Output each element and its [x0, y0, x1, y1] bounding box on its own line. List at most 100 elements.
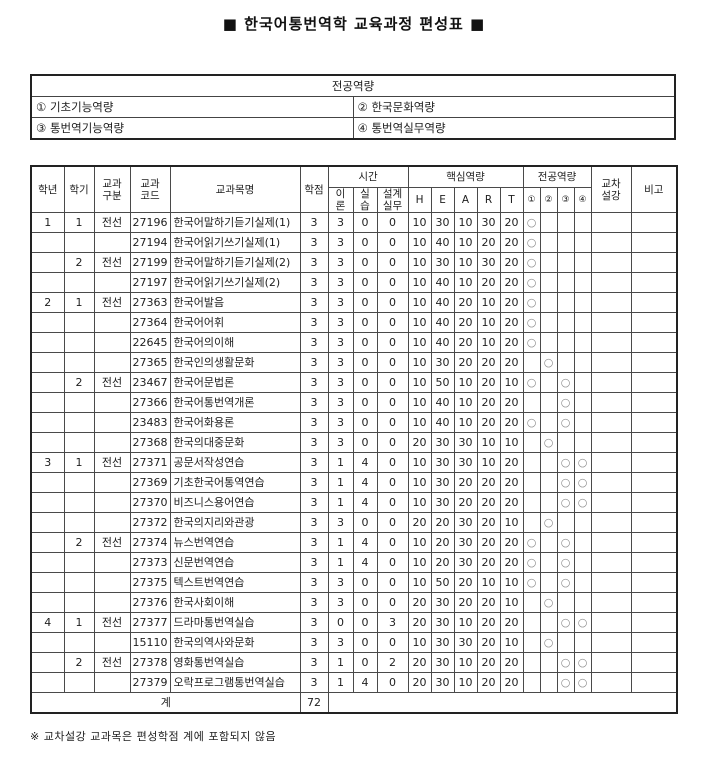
- cell-m2: ○: [539, 512, 558, 534]
- cell-credit: 3: [299, 352, 329, 374]
- cell-h: 10: [407, 372, 432, 394]
- cell-h: 10: [407, 392, 432, 414]
- cell-code: 27369: [129, 472, 171, 494]
- page-title: ■ 한국어통번역학 교육과정 편성표 ■: [222, 15, 486, 33]
- cell-year: [30, 332, 65, 354]
- total-empty-cell: [327, 692, 678, 714]
- cell-cross: [590, 432, 632, 454]
- cell-a: 30: [453, 432, 478, 454]
- cell-prac: 0: [352, 332, 378, 354]
- cell-sem: [63, 492, 95, 514]
- total-label: 계: [30, 692, 301, 714]
- cell-h: 10: [407, 212, 432, 234]
- cell-a: 10: [453, 232, 478, 254]
- cell-design: 2: [376, 652, 409, 674]
- cell-h: 10: [407, 492, 432, 514]
- cell-design: 0: [376, 412, 409, 434]
- cell-r: 20: [476, 232, 501, 254]
- cell-design: 0: [376, 492, 409, 514]
- cell-cross: [590, 232, 632, 254]
- cell-code: 27374: [129, 532, 171, 554]
- table-row: 1 1 전선 27196 한국어말하기듣기실제(1) 3 3 0 0 10 30 10 30 20 ○: [30, 212, 678, 234]
- cell-h: 20: [407, 432, 432, 454]
- cell-year: [30, 532, 65, 554]
- cell-t: 10: [499, 432, 524, 454]
- cell-e: 30: [430, 352, 455, 374]
- table-row: ③ 통번역기능역량 ④ 통번역실무역량: [30, 117, 676, 140]
- cell-m1: ○: [522, 232, 541, 254]
- col-header-theory: 이 론: [327, 186, 354, 214]
- cell-t: 20: [499, 312, 524, 334]
- cell-prac: 0: [352, 272, 378, 294]
- cell-a: 30: [453, 532, 478, 554]
- cell-note: [630, 252, 678, 274]
- cell-cat: [93, 572, 131, 594]
- cell-m4: ○: [573, 492, 592, 514]
- cell-m4: ○: [573, 652, 592, 674]
- cell-m1: ○: [522, 532, 541, 554]
- cell-e: 30: [430, 212, 455, 234]
- col-header-h: H: [407, 186, 432, 214]
- cell-a: 10: [453, 252, 478, 274]
- cell-design: 0: [376, 552, 409, 574]
- cell-theory: 3: [327, 392, 354, 414]
- cell-name: 한국어발음: [169, 292, 301, 314]
- cell-code: 27378: [129, 652, 171, 674]
- cell-prac: 0: [352, 652, 378, 674]
- cell-theory: 1: [327, 532, 354, 554]
- table-row: 4 1 전선 27377 드라마통번역실습 3 0 0 3 20 30 10 20 20 ○ ○: [30, 612, 678, 634]
- cell-e: 30: [430, 612, 455, 634]
- cell-h: 20: [407, 672, 432, 694]
- cell-note: [630, 372, 678, 394]
- cell-r: 20: [476, 492, 501, 514]
- cell-m2: [539, 232, 558, 254]
- cell-credit: 3: [299, 592, 329, 614]
- cell-design: 0: [376, 632, 409, 654]
- table-row: 27376 한국사회이해 3 3 0 0 20 30 20 20 10 ○: [30, 592, 678, 614]
- cell-prac: 0: [352, 412, 378, 434]
- cell-cross: [590, 272, 632, 294]
- cell-r: 10: [476, 452, 501, 474]
- cell-m2: ○: [539, 592, 558, 614]
- cell-theory: 3: [327, 232, 354, 254]
- cell-e: 20: [430, 532, 455, 554]
- cell-r: 20: [476, 272, 501, 294]
- cell-t: 20: [499, 472, 524, 494]
- cell-theory: 1: [327, 552, 354, 574]
- cell-note: [630, 232, 678, 254]
- cell-t: 20: [499, 272, 524, 294]
- cell-year: [30, 592, 65, 614]
- cell-t: 20: [499, 612, 524, 634]
- cell-design: 0: [376, 392, 409, 414]
- cell-r: 20: [476, 472, 501, 494]
- cell-name: 한국어말하기듣기실제(2): [169, 252, 301, 274]
- cell-sem: 2: [63, 252, 95, 274]
- cell-m1: [522, 592, 541, 614]
- table-row: 2 전선 27199 한국어말하기듣기실제(2) 3 3 0 0 10 30 10 30 20 ○: [30, 252, 678, 274]
- cell-h: 20: [407, 612, 432, 634]
- cell-note: [630, 532, 678, 554]
- cell-cross: [590, 592, 632, 614]
- col-header-practice: 실 습: [352, 186, 378, 214]
- cell-a: 10: [453, 272, 478, 294]
- cell-e: 30: [430, 472, 455, 494]
- cell-note: [630, 632, 678, 654]
- cell-cross: [590, 572, 632, 594]
- cell-m2: [539, 672, 558, 694]
- cell-m2: [539, 532, 558, 554]
- cell-theory: 3: [327, 252, 354, 274]
- cell-m2: [539, 312, 558, 334]
- cell-theory: 3: [327, 432, 354, 454]
- cell-cat: [93, 672, 131, 694]
- table-row: 27372 한국의지리와관광 3 3 0 0 20 20 30 20 10 ○: [30, 512, 678, 534]
- cell-m4: [573, 272, 592, 294]
- cell-cat: [93, 512, 131, 534]
- cell-year: [30, 272, 65, 294]
- cell-note: [630, 292, 678, 314]
- cell-code: 27366: [129, 392, 171, 414]
- cell-m3: ○: [556, 532, 575, 554]
- cell-h: 10: [407, 452, 432, 474]
- cell-cat: 전선: [93, 252, 131, 274]
- cell-h: 20: [407, 652, 432, 674]
- cell-cross: [590, 412, 632, 434]
